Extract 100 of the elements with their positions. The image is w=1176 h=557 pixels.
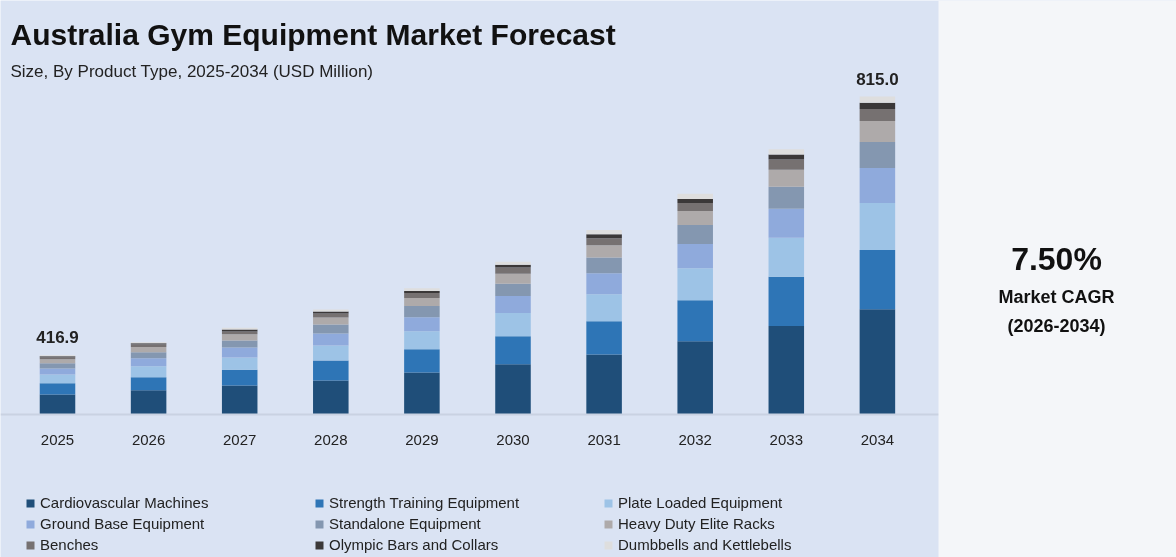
bar bbox=[768, 326, 805, 415]
bar bbox=[677, 203, 713, 211]
bar bbox=[859, 250, 896, 310]
legend-label: Dumbbells and Kettlebells bbox=[618, 536, 793, 553]
text: Market CAGR bbox=[998, 286, 1115, 307]
x-tick-label: 2032 bbox=[678, 430, 712, 448]
bar bbox=[768, 208, 805, 238]
bar bbox=[39, 359, 76, 364]
bar bbox=[677, 268, 713, 301]
bar bbox=[586, 238, 622, 246]
bar bbox=[586, 245, 622, 258]
bar bbox=[39, 383, 76, 395]
bar bbox=[768, 276, 805, 327]
bar bbox=[130, 390, 167, 415]
bar bbox=[130, 352, 167, 359]
bar bbox=[221, 334, 258, 341]
bar bbox=[859, 108, 896, 121]
legend-label: Plate Loaded Equipment bbox=[618, 494, 784, 511]
bar bbox=[39, 368, 76, 375]
chart-subtitle: Size, By Product Type, 2025-2034 (USD Million) bbox=[10, 61, 374, 81]
bar bbox=[768, 159, 805, 170]
bar bbox=[313, 317, 349, 325]
bar bbox=[586, 230, 622, 235]
bar bbox=[495, 295, 531, 314]
bar bbox=[586, 273, 622, 295]
x-tick-label: 2027 bbox=[223, 430, 257, 448]
bar bbox=[768, 154, 805, 160]
legend-label: Ground Base Equipment bbox=[40, 515, 206, 532]
bar bbox=[586, 294, 622, 322]
bar bbox=[586, 354, 622, 415]
bar bbox=[404, 306, 440, 318]
annotation: 416.9 bbox=[36, 328, 79, 348]
bar bbox=[313, 380, 349, 415]
bar bbox=[39, 363, 76, 369]
bar bbox=[859, 102, 896, 109]
bar bbox=[404, 293, 440, 299]
bar bbox=[221, 385, 258, 415]
bar bbox=[130, 358, 167, 367]
bar bbox=[859, 141, 896, 169]
bar bbox=[586, 257, 622, 274]
bar bbox=[677, 341, 713, 415]
bar bbox=[404, 298, 440, 307]
bar bbox=[768, 149, 805, 155]
legend-label: Cardiovascular Machines bbox=[40, 494, 210, 511]
x-tick-label: 2028 bbox=[314, 430, 348, 448]
bar bbox=[313, 333, 349, 346]
chart-title: Australia Gym Equipment Market Forecast bbox=[10, 17, 616, 51]
bar bbox=[313, 360, 349, 381]
x-tick-label: 2026 bbox=[131, 430, 166, 448]
bar bbox=[313, 313, 349, 318]
bar bbox=[677, 198, 713, 204]
annotation: 815.0 bbox=[856, 69, 899, 89]
bar bbox=[221, 357, 258, 370]
legend-label: Heavy Duty Elite Racks bbox=[618, 515, 776, 532]
bar bbox=[221, 369, 258, 386]
legend-label: Olympic Bars and Collars bbox=[329, 536, 500, 553]
bar bbox=[768, 186, 805, 209]
x-tick-label: 2034 bbox=[860, 430, 895, 448]
bar bbox=[221, 347, 258, 358]
bar bbox=[677, 193, 713, 199]
bar bbox=[495, 336, 531, 365]
bar bbox=[404, 372, 440, 415]
x-tick-label: 2033 bbox=[769, 430, 803, 448]
bar bbox=[39, 374, 76, 384]
bar bbox=[404, 317, 440, 332]
bar bbox=[130, 377, 167, 391]
bar bbox=[404, 349, 440, 373]
x-tick-label: 2030 bbox=[496, 430, 530, 448]
bar bbox=[404, 331, 440, 350]
bar bbox=[495, 364, 531, 415]
x-tick-label: 2031 bbox=[587, 430, 621, 448]
x-tick-label: 2029 bbox=[405, 430, 439, 448]
bar bbox=[39, 394, 76, 415]
bar bbox=[495, 313, 531, 337]
bar bbox=[130, 347, 167, 353]
bar bbox=[130, 366, 167, 378]
text: (2026-2034) bbox=[1007, 315, 1106, 336]
bar bbox=[677, 244, 713, 269]
text: 7.50% bbox=[1011, 240, 1102, 277]
bar bbox=[495, 283, 531, 296]
bar bbox=[859, 120, 896, 142]
bar bbox=[495, 273, 531, 284]
bar bbox=[313, 345, 349, 361]
x-tick-label: 2025 bbox=[40, 430, 75, 448]
legend-label: Standalone Equipment bbox=[329, 515, 482, 532]
bar bbox=[677, 210, 713, 225]
bar bbox=[677, 300, 713, 342]
bar bbox=[768, 237, 805, 277]
bar bbox=[313, 324, 349, 334]
bar bbox=[768, 169, 805, 187]
bar bbox=[859, 168, 896, 204]
bar bbox=[677, 224, 713, 245]
bar bbox=[859, 309, 896, 415]
legend-label: Benches bbox=[40, 536, 100, 553]
bar bbox=[221, 340, 258, 348]
legend-label: Strength Training Equipment bbox=[329, 494, 521, 511]
bar bbox=[586, 321, 622, 355]
bar bbox=[859, 203, 896, 251]
bar bbox=[859, 96, 896, 103]
bar bbox=[495, 267, 531, 274]
